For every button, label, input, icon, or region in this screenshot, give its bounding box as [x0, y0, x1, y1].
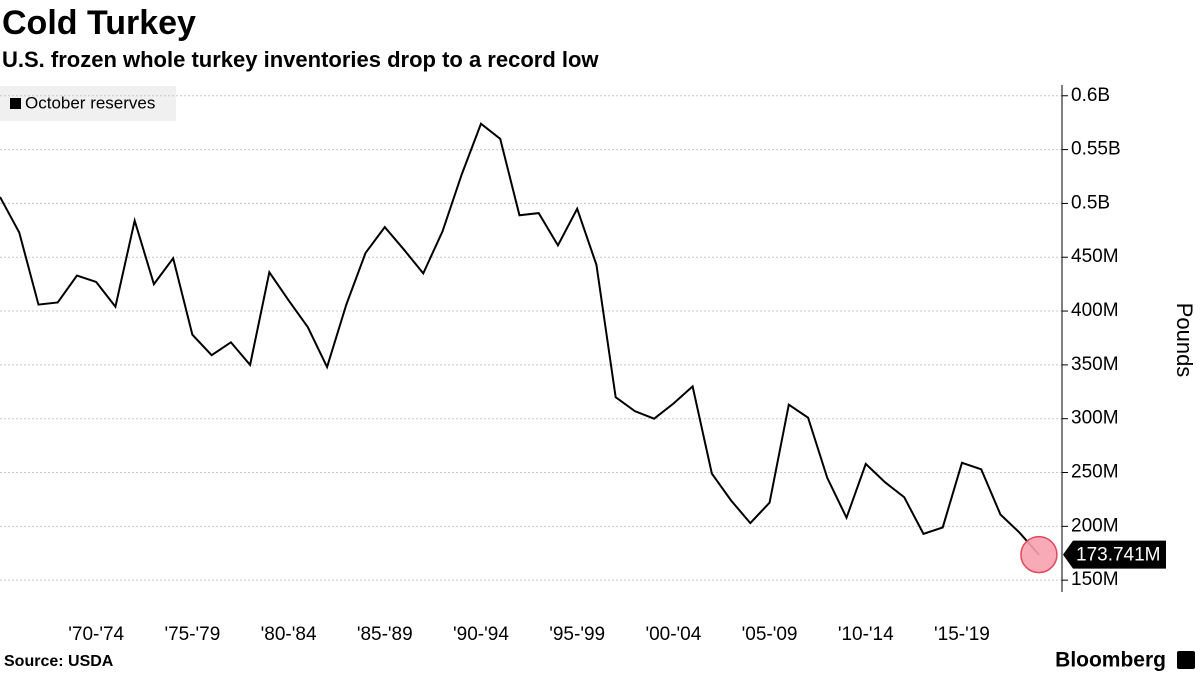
y-tick-label: 0.6B	[1071, 85, 1110, 106]
x-tick-label: '00-'04	[645, 624, 701, 645]
y-tick-label: 150M	[1071, 569, 1119, 590]
legend-box	[0, 86, 176, 121]
x-tick-label: '80-'84	[261, 624, 317, 645]
y-tick-label: 350M	[1071, 354, 1119, 375]
value-label: 173.741M	[1076, 545, 1161, 566]
x-tick-label: '10-'14	[838, 624, 894, 645]
source: Source: USDA	[4, 653, 114, 670]
legend-label: October reserves	[25, 93, 155, 112]
x-tick-label: '05-'09	[742, 624, 798, 645]
y-tick-label: 450M	[1071, 246, 1119, 267]
y-tick-label: 0.5B	[1071, 192, 1110, 213]
x-tick-label: '70-'74	[68, 624, 124, 645]
value-label-box	[1063, 540, 1166, 569]
y-tick-label: 250M	[1071, 462, 1119, 483]
x-tick-label: '95-'99	[549, 624, 605, 645]
y-tick-label: 300M	[1071, 408, 1119, 429]
x-tick-label: '85-'89	[357, 624, 413, 645]
x-tick-label: '75-'79	[164, 624, 220, 645]
x-tick-label: '90-'94	[453, 624, 509, 645]
legend-swatch	[10, 98, 21, 109]
y-tick-label: 400M	[1071, 300, 1119, 321]
line	[0, 122, 1040, 556]
brand-icon	[1177, 651, 1195, 669]
brand: Bloomberg	[1055, 649, 1166, 672]
y-axis-label: Pounds	[1172, 303, 1197, 378]
x-tick-label: '15-'19	[934, 624, 990, 645]
highlight-marker	[1020, 535, 1058, 574]
y-tick-label: 0.55B	[1071, 139, 1121, 160]
chart-subtitle: U.S. frozen whole turkey inventories dro…	[2, 47, 599, 72]
y-tick-label: 200M	[1071, 515, 1119, 536]
chart-title: Cold Turkey	[2, 4, 196, 42]
